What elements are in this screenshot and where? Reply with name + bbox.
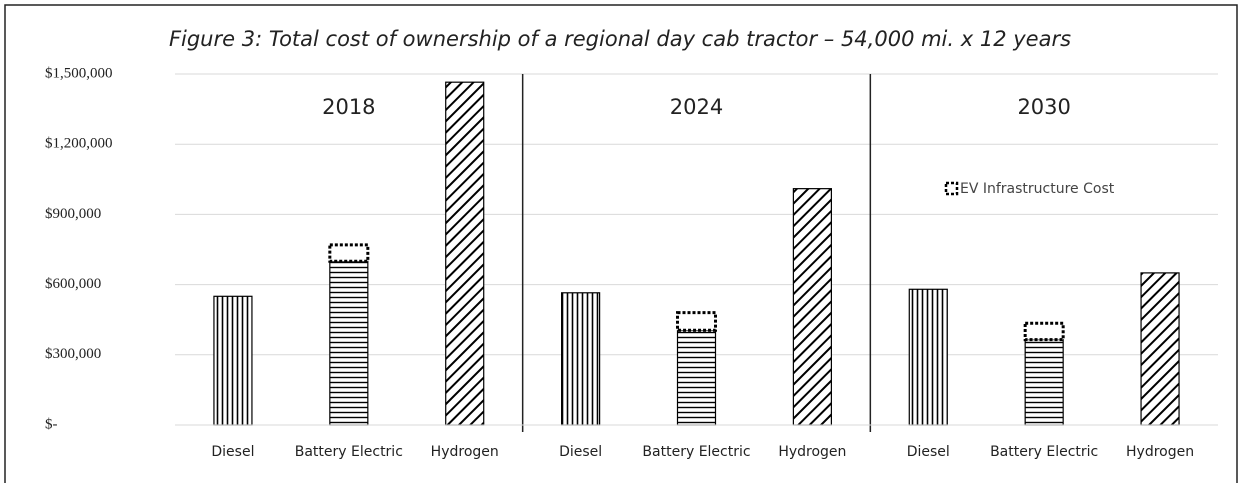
bar: [1024, 338, 1064, 426]
group-label: 2024: [670, 95, 723, 119]
x-tick-label: Battery Electric: [295, 444, 403, 460]
bar: [561, 292, 601, 426]
chart-title: Figure 3: Total cost of ownership of a r…: [169, 27, 1071, 51]
y-tick-label: $-: [45, 416, 58, 432]
y-tick-label: $300,000: [45, 346, 101, 362]
y-tick-label: $1,500,000: [45, 65, 113, 81]
y-tick-label: $600,000: [45, 276, 101, 292]
bar: [213, 295, 253, 426]
infrastructure-segment: [1023, 321, 1065, 342]
y-tick-label: $1,200,000: [45, 136, 113, 152]
x-tick-label: Battery Electric: [642, 444, 750, 460]
bar: [676, 329, 717, 426]
x-tick-label: Diesel: [559, 444, 602, 460]
legend-label: EV Infrastructure Cost: [960, 181, 1115, 197]
group-label: 2018: [322, 95, 375, 119]
infrastructure-segment: [676, 311, 717, 332]
x-tick-label: Diesel: [907, 444, 950, 460]
x-tick-label: Hydrogen: [1126, 444, 1194, 460]
bar: [329, 260, 369, 426]
y-tick-label: $900,000: [45, 206, 101, 222]
x-tick-label: Hydrogen: [778, 444, 846, 460]
infrastructure-segment: [328, 243, 370, 263]
bar: [445, 81, 485, 426]
x-tick-label: Hydrogen: [431, 444, 499, 460]
bar: [1140, 272, 1180, 426]
frame: [4, 4, 1238, 483]
bar: [792, 188, 832, 426]
bar: [908, 288, 948, 426]
group-label: 2030: [1017, 95, 1070, 119]
legend-swatch: [944, 181, 959, 196]
x-tick-label: Diesel: [211, 444, 254, 460]
x-tick-label: Battery Electric: [990, 444, 1098, 460]
